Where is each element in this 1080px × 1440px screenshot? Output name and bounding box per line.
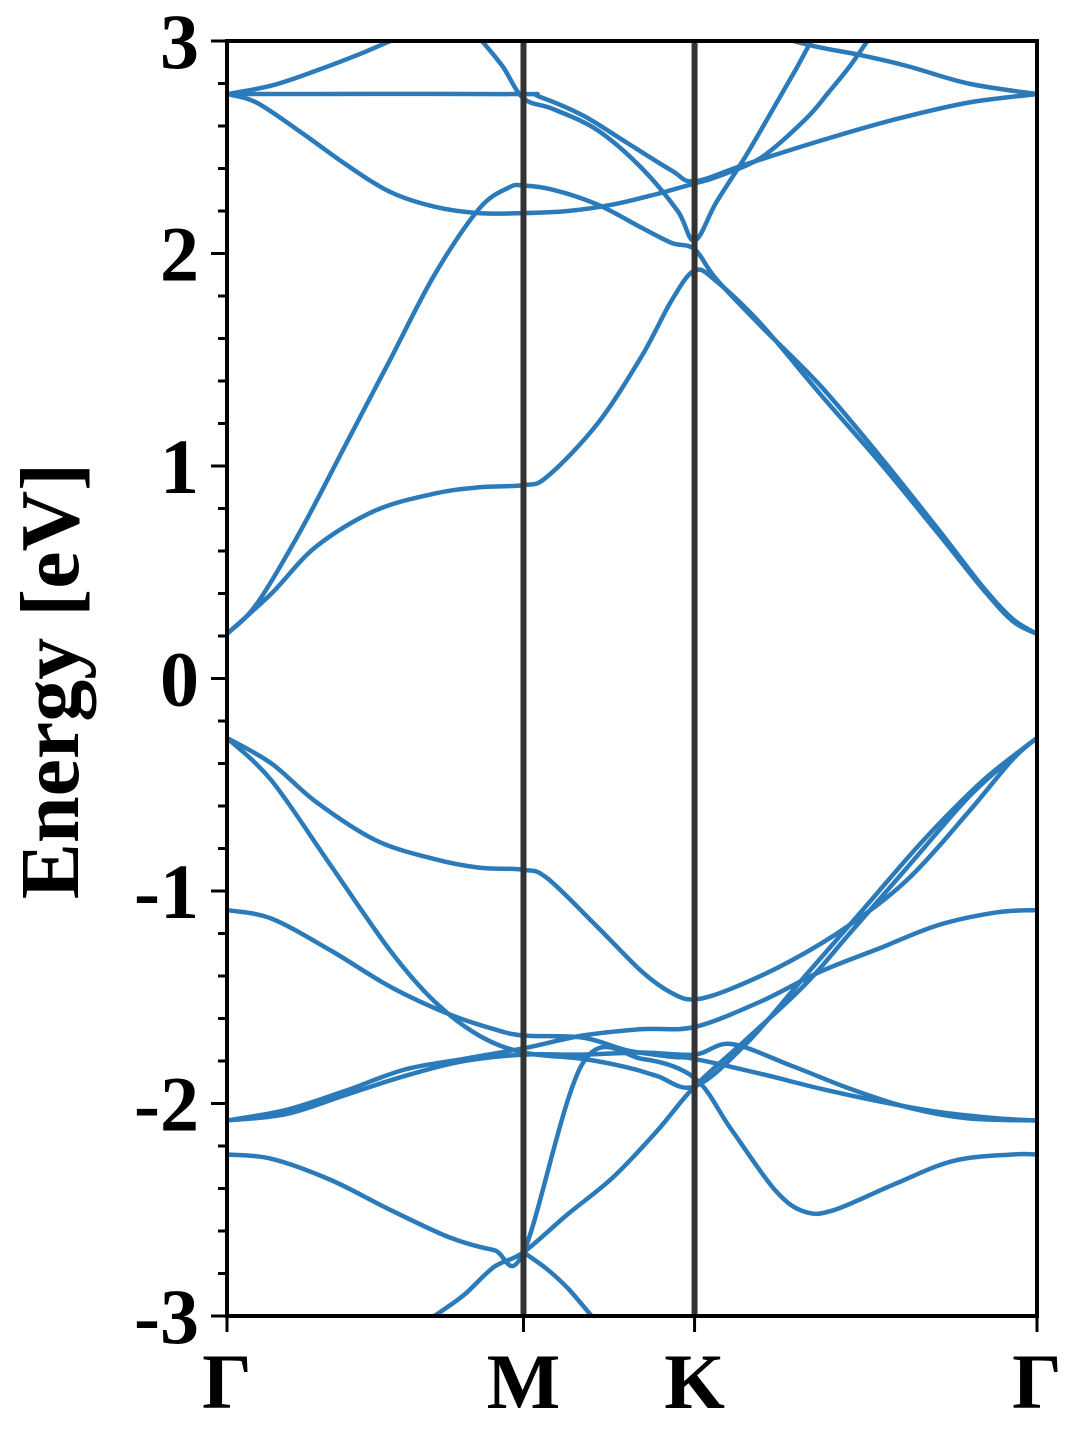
y-tick-label: 2 <box>160 211 199 298</box>
band-line <box>227 907 1037 1123</box>
band-line <box>227 91 1037 184</box>
y-tick-label: -2 <box>134 1061 199 1148</box>
y-axis-title: Energy [eV] <box>4 463 97 899</box>
band-line <box>227 267 1037 637</box>
band-line <box>227 41 870 216</box>
y-tick-label: -1 <box>134 848 199 935</box>
band-line <box>227 735 1037 1002</box>
x-tick-label: K <box>664 1338 725 1425</box>
y-major-ticks <box>211 39 227 1318</box>
band-line <box>432 735 1037 1316</box>
y-tick-labels: -3 -2 -1 0 1 2 3 <box>134 0 199 1360</box>
x-tick-label: M <box>487 1338 561 1425</box>
x-ticks <box>225 1316 1039 1332</box>
band-line <box>227 1044 1037 1269</box>
symmetry-lines <box>520 41 698 1316</box>
band-lines <box>227 41 1037 1316</box>
y-tick-label: 3 <box>160 0 199 85</box>
x-tick-label: Γ <box>1012 1338 1062 1425</box>
y-tick-label: 0 <box>160 636 199 723</box>
band-line <box>227 182 1037 637</box>
y-tick-label: -3 <box>134 1273 199 1360</box>
x-tick-label: Γ <box>202 1338 252 1425</box>
band-line <box>227 735 1037 1090</box>
plot-frame <box>225 39 1039 1318</box>
band-line <box>227 1041 1037 1123</box>
band-line <box>521 1250 594 1316</box>
band-line <box>791 41 1037 97</box>
band-line <box>227 41 393 97</box>
y-tick-label: 1 <box>160 423 199 510</box>
